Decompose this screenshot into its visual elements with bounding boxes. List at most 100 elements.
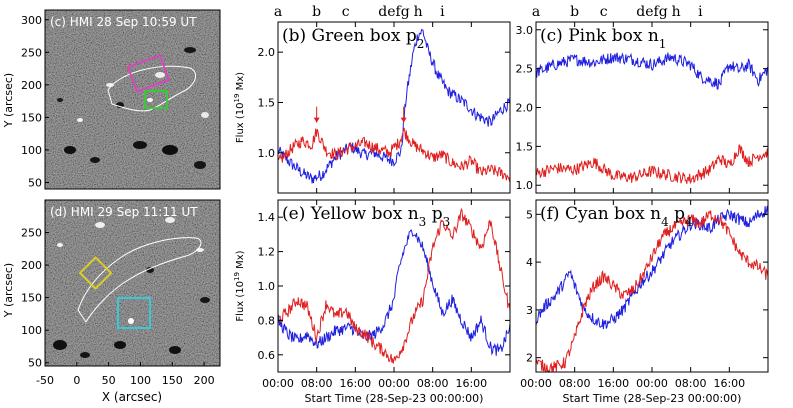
y-tick-label: 1.0 [258, 280, 276, 293]
flux-panel-3: 0.6 0.8 1.0 1.2 1.4 00:00 08:00 16:00 00:00 08:00… [233, 199, 511, 405]
x-tick-label: 00:00 [520, 377, 552, 390]
series-red [277, 207, 511, 364]
x-axis-label: Start Time (28-Sep-23 00:00:00) [305, 392, 484, 405]
x-tick-label: 16:00 [713, 377, 745, 390]
x-axis-label: Start Time (28-Sep-23 00:00:00) [563, 392, 742, 405]
y-tick-label: 100 [21, 324, 42, 337]
x-tick-label: 08:00 [301, 377, 333, 390]
x-tick-label: 00:00 [636, 377, 668, 390]
x-tick-label: 08:00 [675, 377, 707, 390]
event-arrow-head [313, 117, 320, 123]
time-letter-labels: a b c defg h i a b c defg h i [274, 4, 703, 20]
plot-title-sub: 1 [659, 37, 667, 51]
y-tick-label: 1.0 [258, 147, 276, 160]
magnetogram-d-spots [53, 217, 210, 358]
x-tick-label: 00:00 [262, 377, 294, 390]
y-axis-label: Flux (1019 Mx) [233, 72, 246, 143]
magnetogram-d-ylabel: Y (arcsec) [2, 263, 15, 318]
magnetogram-c-texture [45, 10, 220, 189]
magnetogram-c-ylabel: Y (arcsec) [2, 73, 15, 128]
plot-title-text: (f) Cyan box n [540, 204, 661, 224]
x-tick-label: 08:00 [559, 377, 591, 390]
series-n2 [277, 127, 511, 182]
y-tick-label: 200 [21, 79, 42, 92]
y-tick-label: 2.0 [516, 102, 534, 115]
x-tick-label: 08:00 [417, 377, 449, 390]
x-tick-label: 16:00 [597, 377, 629, 390]
x-tick-label: 16:00 [339, 377, 371, 390]
y-tick-label: 200 [21, 259, 42, 272]
y-tick-label: 3 [526, 304, 533, 317]
y-tick-label: 2.5 [516, 63, 534, 76]
magnetogram-d-texture [45, 200, 220, 366]
magnetogram-d-yticks: 50 100 150 200 250 [21, 227, 49, 370]
plot-title-text: (c) Pink box n [540, 26, 659, 46]
y-tick-label: 1.4 [258, 211, 276, 224]
y-tick-label: 300 [21, 14, 42, 27]
x-tick-label: 150 [162, 374, 183, 387]
time-letter-h: h [672, 4, 681, 20]
series-red [535, 144, 769, 185]
y-tick-label: 1.2 [258, 246, 276, 259]
y-tick-label: 250 [21, 46, 42, 59]
y-tick-label: 1.5 [258, 96, 276, 109]
series-blue [277, 229, 511, 356]
magnetogram-d-frame [44, 199, 221, 367]
y-axis-label: Flux (1019 Mx) [233, 250, 246, 321]
y-tick-label: 4 [526, 256, 533, 269]
y-tick-label: 2.0 [258, 46, 276, 59]
time-letter-c: c [342, 4, 350, 20]
magnetogram-d-xticks: -50 0 50 100 150 200 [36, 362, 215, 387]
y-tick-label: 150 [21, 292, 42, 305]
series-red [535, 210, 769, 374]
y-tick-label: 0.8 [258, 314, 276, 327]
magnetogram-c-label: (c) HMI 28 Sep 10:59 UT [50, 15, 197, 29]
time-letter-defg: defg [636, 4, 667, 20]
plot-title-sub: 4 [661, 215, 669, 229]
y-tick-label: 100 [21, 144, 42, 157]
time-letter-i: i [440, 4, 445, 20]
flux-panel-4: 2 3 4 5 00:00 08:00 16:00 00:00 08:00 16:00 Start … [520, 199, 769, 405]
y-tick-label: 1.0 [516, 179, 534, 192]
y-tick-label: 250 [21, 227, 42, 240]
y-tick-label: 150 [21, 111, 42, 124]
plot-title: (f) Cyan box n4 p4 [540, 204, 693, 229]
event-arrow-head [400, 117, 407, 123]
magnetogram-c-contour [107, 65, 197, 112]
time-letter-i: i [698, 4, 703, 20]
series-blue [535, 205, 769, 330]
x-tick-label: 00:00 [378, 377, 410, 390]
x-tick-label: 200 [194, 374, 215, 387]
flux-panel-1: 1.0 1.5 2.0 (b) Green box p2 Flux (1019 Mx) [233, 21, 511, 194]
plot-frame [277, 199, 511, 373]
time-letter-defg: defg [378, 4, 409, 20]
series-blue [535, 52, 769, 90]
plot-title-sub2: 4 [685, 215, 693, 229]
magnetogram-c-frame [44, 9, 221, 190]
time-letter-h: h [414, 4, 423, 20]
green-box [144, 90, 168, 109]
magnetogram-d-contour [77, 237, 202, 323]
magnetogram-c-spots [57, 47, 209, 169]
x-tick-label: 16:00 [455, 377, 487, 390]
time-letter-a: a [274, 4, 282, 20]
magnetogram-c-yticks: 50 100 150 200 250 300 [21, 14, 49, 189]
series-p2 [277, 28, 511, 184]
plot-title-text2: p [426, 204, 442, 224]
yellow-box [78, 256, 113, 290]
magnetogram-d-xlabel: X (arcsec) [102, 390, 162, 404]
plot-title: (e) Yellow box n3 p3 [282, 204, 450, 229]
y-tick-label: 2 [526, 352, 533, 365]
y-tick-label: 0.6 [258, 349, 276, 362]
x-tick-label: 0 [73, 374, 80, 387]
time-letter-b: b [570, 4, 579, 20]
y-tick-label: 50 [28, 357, 42, 370]
x-tick-label: 100 [130, 374, 151, 387]
plot-title-text: (e) Yellow box n [282, 204, 419, 224]
time-letter-c: c [600, 4, 608, 20]
plot-title-sub2: 3 [443, 215, 451, 229]
cyan-box [117, 297, 151, 329]
x-tick-label: 50 [102, 374, 116, 387]
